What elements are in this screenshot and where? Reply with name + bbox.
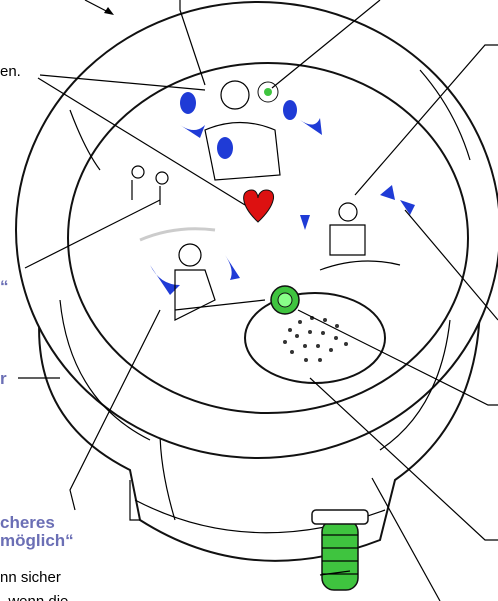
callout: “ (0, 277, 9, 296)
callout: cheres (0, 513, 55, 532)
leader-lines (18, 0, 498, 601)
callout: en. (0, 63, 21, 80)
callout: r (0, 369, 7, 388)
callout: möglich“ (0, 531, 74, 550)
callout: nn sicher (0, 569, 61, 586)
device (15, 1, 498, 591)
callout: , wenn die (0, 593, 68, 601)
